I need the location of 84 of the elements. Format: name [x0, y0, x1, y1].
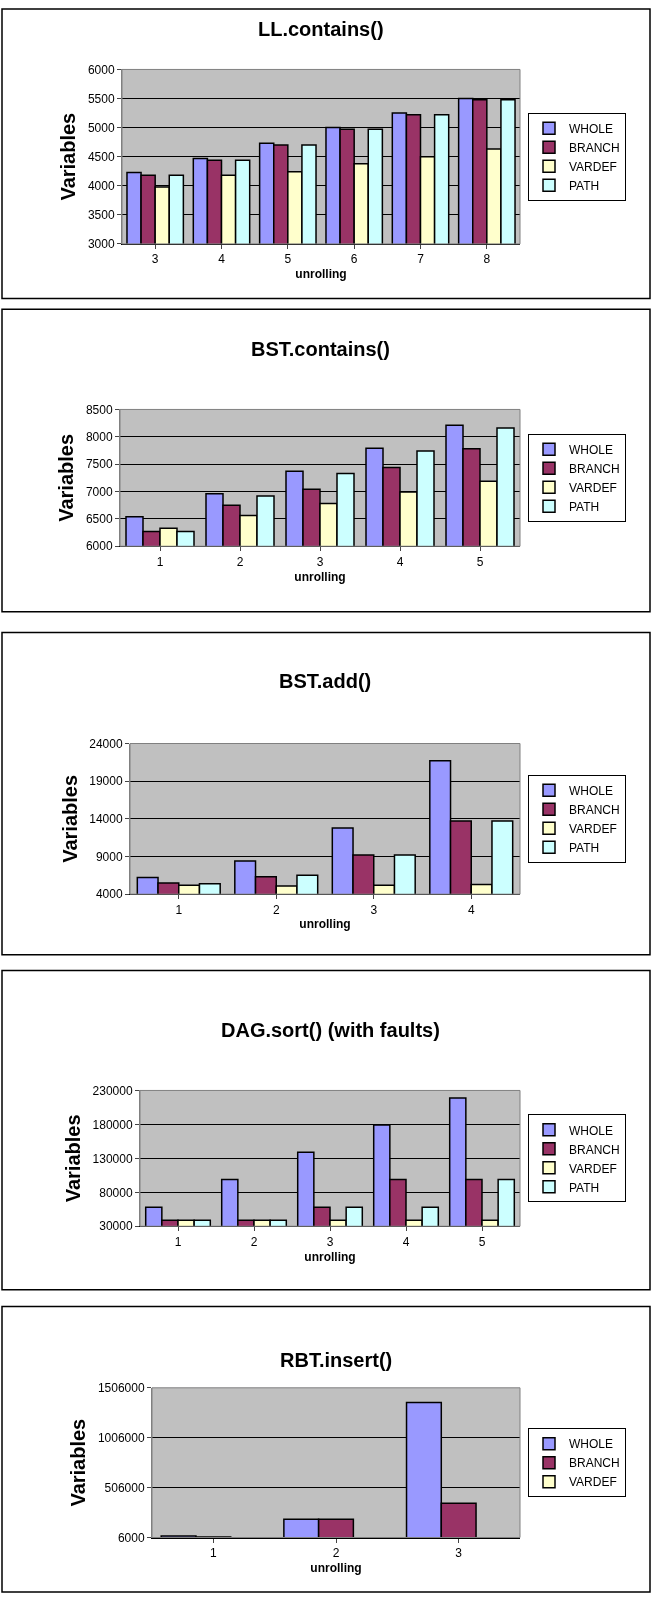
- legend-label: PATH: [569, 178, 600, 193]
- x-tick-label: 1: [175, 902, 183, 917]
- legend-label: WHOLE: [569, 1437, 614, 1452]
- legend-label: BRANCH: [569, 1456, 620, 1471]
- x-tick-label: 4: [218, 252, 226, 267]
- x-tick-label: 3: [151, 252, 159, 267]
- legend-label: PATH: [569, 841, 600, 856]
- x-tick-label: 4: [402, 1234, 410, 1249]
- y-tick-label: 30000: [99, 1219, 133, 1234]
- y-tick-label: 230000: [92, 1083, 133, 1098]
- x-tick-label: 1: [209, 1545, 217, 1560]
- y-tick-label: 4000: [95, 887, 123, 902]
- x-axis-title: unrolling: [310, 1560, 362, 1575]
- y-axis-title: Variables: [67, 1418, 90, 1507]
- y-tick-label: 9000: [95, 849, 123, 864]
- legend-label: BRANCH: [569, 140, 620, 155]
- y-axis-title: Variables: [57, 112, 80, 201]
- y-axis-title: Variables: [55, 433, 78, 522]
- x-axis-title: unrolling: [304, 1249, 356, 1264]
- y-tick-label: 80000: [99, 1185, 133, 1200]
- legend-label: PATH: [569, 500, 600, 515]
- legend-label: VARDEF: [569, 1161, 617, 1176]
- chart-title: BST.add(): [279, 670, 372, 692]
- x-tick-label: 2: [236, 554, 244, 569]
- y-tick-label: 4000: [87, 178, 115, 193]
- x-tick-label: 3: [370, 902, 378, 917]
- y-tick-label: 14000: [89, 812, 123, 827]
- legend-label: WHOLE: [569, 1123, 614, 1138]
- chart-title: LL.contains(): [258, 18, 384, 40]
- chart-title: BST.contains(): [251, 338, 390, 360]
- x-tick-label: 8: [483, 252, 491, 267]
- x-tick-label: 1: [156, 554, 164, 569]
- x-tick-label: 2: [272, 902, 280, 917]
- y-tick-label: 6000: [85, 539, 113, 554]
- chart-title: RBT.insert(): [280, 1349, 393, 1371]
- chart-title: DAG.sort() (with faults): [221, 1019, 440, 1041]
- legend-label: BRANCH: [569, 462, 620, 477]
- y-tick-label: 6000: [117, 1530, 145, 1545]
- y-tick-label: 5000: [87, 120, 115, 135]
- x-axis-title: unrolling: [299, 917, 351, 932]
- y-tick-label: 7000: [85, 484, 113, 499]
- x-tick-label: 3: [316, 554, 324, 569]
- legend-label: WHOLE: [569, 121, 614, 136]
- y-tick-label: 24000: [89, 736, 123, 751]
- legend-label: VARDEF: [569, 822, 617, 837]
- y-tick-label: 19000: [89, 774, 123, 789]
- legend-label: VARDEF: [569, 1475, 617, 1490]
- y-tick-label: 8500: [85, 402, 113, 417]
- x-tick-label: 1: [174, 1234, 182, 1249]
- legend-label: BRANCH: [569, 1142, 620, 1157]
- y-tick-label: 1006000: [97, 1430, 145, 1445]
- x-tick-label: 3: [326, 1234, 334, 1249]
- y-tick-label: 7500: [85, 457, 113, 472]
- y-tick-label: 180000: [92, 1117, 133, 1132]
- x-axis-title: unrolling: [295, 267, 347, 282]
- x-axis-title: unrolling: [294, 569, 346, 584]
- x-tick-label: 5: [476, 554, 484, 569]
- legend-label: BRANCH: [569, 803, 620, 818]
- y-tick-label: 1506000: [97, 1381, 145, 1396]
- x-tick-label: 4: [396, 554, 404, 569]
- x-tick-label: 3: [455, 1545, 463, 1560]
- x-tick-label: 4: [467, 902, 475, 917]
- x-tick-label: 2: [332, 1545, 340, 1560]
- y-axis-title: Variables: [58, 774, 81, 863]
- legend-label: VARDEF: [569, 159, 617, 174]
- y-tick-label: 4500: [87, 149, 115, 164]
- y-tick-label: 3000: [87, 237, 115, 252]
- legend-label: VARDEF: [569, 481, 617, 496]
- legend-label: WHOLE: [569, 784, 614, 799]
- y-axis-title: Variables: [62, 1114, 85, 1203]
- x-tick-label: 5: [478, 1234, 486, 1249]
- y-tick-label: 130000: [92, 1151, 133, 1166]
- y-tick-label: 3500: [87, 208, 115, 223]
- legend-label: PATH: [569, 1180, 600, 1195]
- y-tick-label: 5500: [87, 91, 115, 106]
- y-tick-label: 6500: [85, 512, 113, 527]
- y-tick-label: 506000: [104, 1480, 145, 1495]
- y-tick-label: 8000: [85, 430, 113, 445]
- y-tick-label: 6000: [87, 62, 115, 77]
- legend-label: WHOLE: [569, 443, 614, 458]
- x-tick-label: 7: [417, 252, 425, 267]
- x-tick-label: 6: [350, 252, 358, 267]
- x-tick-label: 5: [284, 252, 292, 267]
- x-tick-label: 2: [250, 1234, 258, 1249]
